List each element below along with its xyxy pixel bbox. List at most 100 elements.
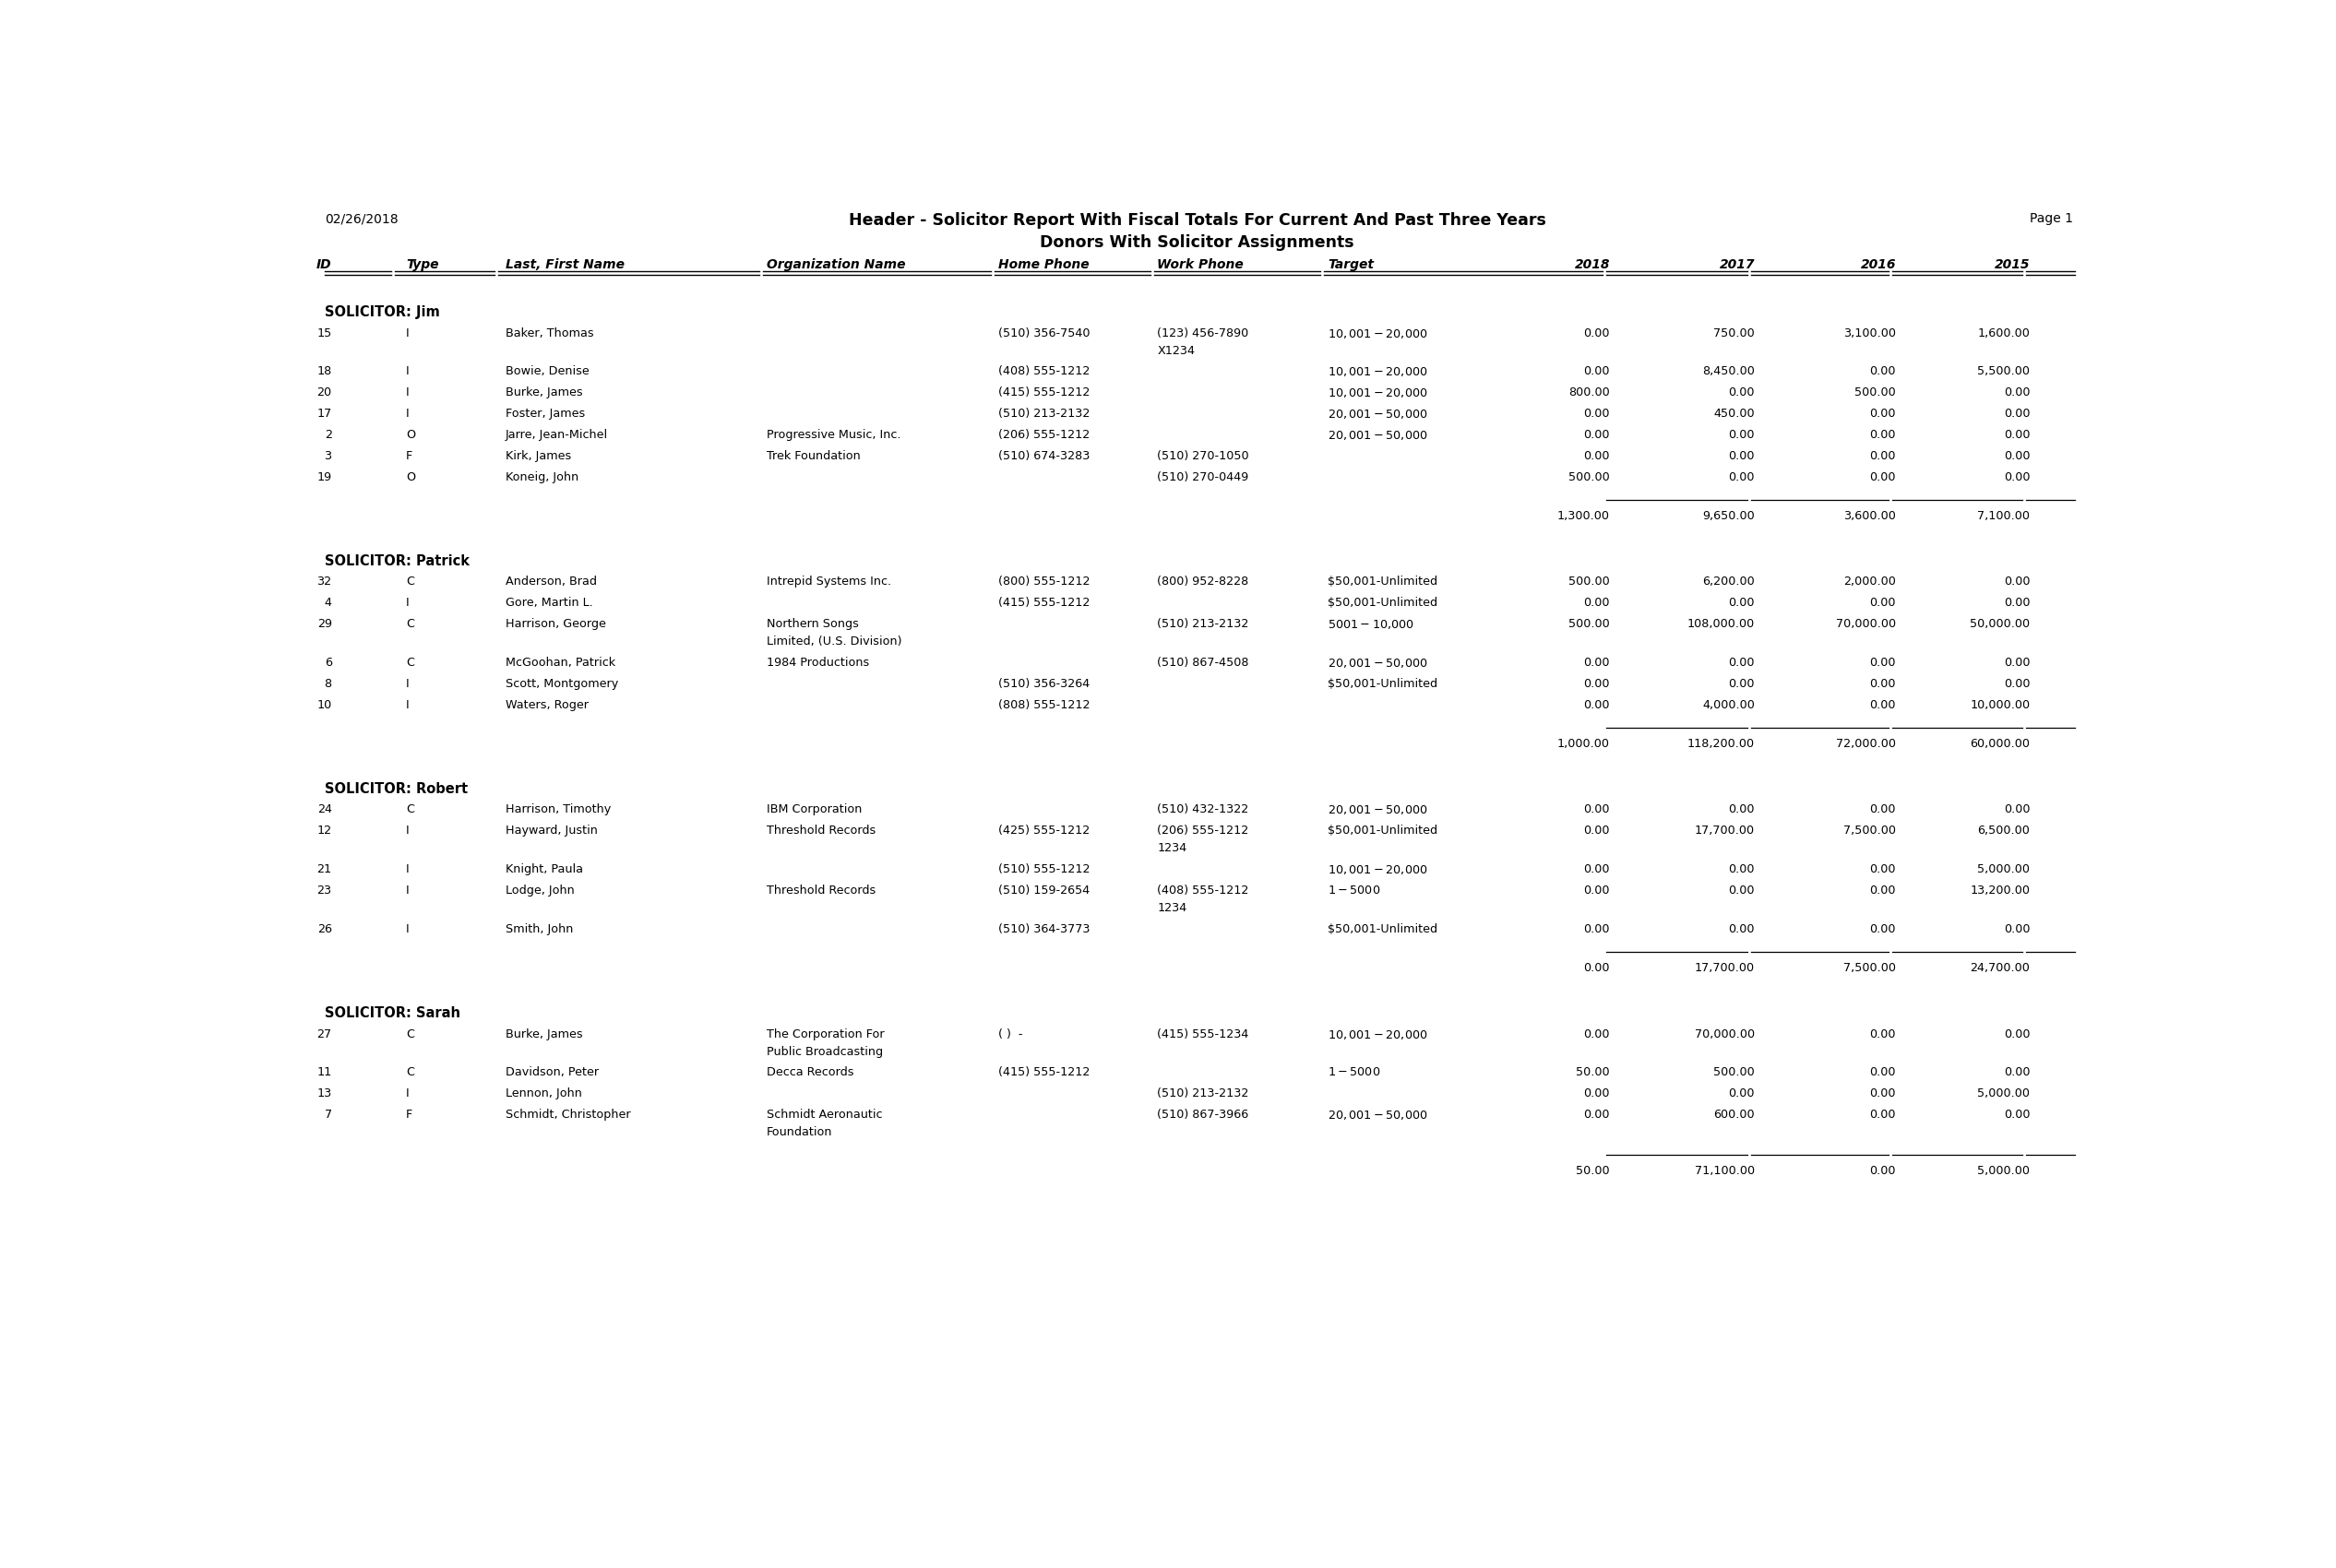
Text: Limited, (U.S. Division): Limited, (U.S. Division) <box>766 635 902 648</box>
Text: 7: 7 <box>325 1109 332 1121</box>
Text: (510) 213-2132: (510) 213-2132 <box>1156 618 1250 630</box>
Text: 0.00: 0.00 <box>1729 597 1754 608</box>
Text: 1,300.00: 1,300.00 <box>1558 510 1610 522</box>
Text: I: I <box>406 597 409 608</box>
Text: Lodge, John: Lodge, John <box>505 884 575 897</box>
Text: 0.00: 0.00 <box>1584 597 1610 608</box>
Text: $20,001-$50,000: $20,001-$50,000 <box>1327 804 1427 817</box>
Text: Anderson, Brad: Anderson, Brad <box>505 575 598 588</box>
Text: O: O <box>406 472 416 483</box>
Text: 4: 4 <box>325 597 332 608</box>
Text: (123) 456-7890: (123) 456-7890 <box>1156 328 1250 339</box>
Text: 5,000.00: 5,000.00 <box>1976 864 2030 875</box>
Text: 0.00: 0.00 <box>1729 884 1754 897</box>
Text: 0.00: 0.00 <box>2004 387 2030 398</box>
Text: 0.00: 0.00 <box>1584 699 1610 712</box>
Text: Harrison, Timothy: Harrison, Timothy <box>505 804 612 815</box>
Text: 6,500.00: 6,500.00 <box>1979 825 2030 837</box>
Text: Organization Name: Organization Name <box>766 259 904 271</box>
Text: (415) 555-1234: (415) 555-1234 <box>1156 1029 1250 1040</box>
Text: (510) 270-0449: (510) 270-0449 <box>1156 472 1250 483</box>
Text: (510) 356-3264: (510) 356-3264 <box>997 677 1089 690</box>
Text: $1-$5000: $1-$5000 <box>1327 1066 1381 1079</box>
Text: Lennon, John: Lennon, John <box>505 1088 582 1099</box>
Text: 15: 15 <box>318 328 332 339</box>
Text: 0.00: 0.00 <box>1584 884 1610 897</box>
Text: Trek Foundation: Trek Foundation <box>766 450 860 463</box>
Text: 0.00: 0.00 <box>1584 328 1610 339</box>
Text: 1984 Productions: 1984 Productions <box>766 657 869 670</box>
Text: $1-$5000: $1-$5000 <box>1327 884 1381 897</box>
Text: Threshold Records: Threshold Records <box>766 825 876 837</box>
Text: Jarre, Jean-Michel: Jarre, Jean-Michel <box>505 430 607 441</box>
Text: 0.00: 0.00 <box>1869 597 1897 608</box>
Text: 600.00: 600.00 <box>1715 1109 1754 1121</box>
Text: 1234: 1234 <box>1156 842 1187 855</box>
Text: (510) 555-1212: (510) 555-1212 <box>997 864 1091 875</box>
Text: 800.00: 800.00 <box>1570 387 1610 398</box>
Text: 13,200.00: 13,200.00 <box>1969 884 2030 897</box>
Text: (510) 213-2132: (510) 213-2132 <box>997 408 1089 420</box>
Text: 70,000.00: 70,000.00 <box>1694 1029 1754 1040</box>
Text: 750.00: 750.00 <box>1715 328 1754 339</box>
Text: 0.00: 0.00 <box>1584 657 1610 670</box>
Text: Gore, Martin L.: Gore, Martin L. <box>505 597 593 608</box>
Text: 500.00: 500.00 <box>1715 1066 1754 1079</box>
Text: 0.00: 0.00 <box>1869 365 1897 378</box>
Text: 17,700.00: 17,700.00 <box>1694 963 1754 974</box>
Text: 2015: 2015 <box>1995 259 2030 271</box>
Text: 6,200.00: 6,200.00 <box>1703 575 1754 588</box>
Text: I: I <box>406 328 409 339</box>
Text: (510) 674-3283: (510) 674-3283 <box>997 450 1089 463</box>
Text: 29: 29 <box>318 618 332 630</box>
Text: 0.00: 0.00 <box>1869 884 1897 897</box>
Text: 0.00: 0.00 <box>2004 1109 2030 1121</box>
Text: Hayward, Justin: Hayward, Justin <box>505 825 598 837</box>
Text: SOLICITOR: Sarah: SOLICITOR: Sarah <box>325 1007 460 1021</box>
Text: C: C <box>406 618 413 630</box>
Text: 0.00: 0.00 <box>1869 677 1897 690</box>
Text: 500.00: 500.00 <box>1570 472 1610 483</box>
Text: $20,001-$50,000: $20,001-$50,000 <box>1327 430 1427 442</box>
Text: 0.00: 0.00 <box>1869 472 1897 483</box>
Text: 1,600.00: 1,600.00 <box>1979 328 2030 339</box>
Text: 0.00: 0.00 <box>2004 657 2030 670</box>
Text: $50,001-Unlimited: $50,001-Unlimited <box>1327 575 1437 588</box>
Text: 24: 24 <box>318 804 332 815</box>
Text: 21: 21 <box>318 864 332 875</box>
Text: C: C <box>406 1029 413 1040</box>
Text: 0.00: 0.00 <box>1729 677 1754 690</box>
Text: 0.00: 0.00 <box>1584 408 1610 420</box>
Text: 6: 6 <box>325 657 332 670</box>
Text: 17,700.00: 17,700.00 <box>1694 825 1754 837</box>
Text: 0.00: 0.00 <box>2004 1029 2030 1040</box>
Text: 3: 3 <box>325 450 332 463</box>
Text: 0.00: 0.00 <box>1869 450 1897 463</box>
Text: 2018: 2018 <box>1574 259 1610 271</box>
Text: 0.00: 0.00 <box>1869 924 1897 936</box>
Text: C: C <box>406 575 413 588</box>
Text: 11: 11 <box>318 1066 332 1079</box>
Text: 02/26/2018: 02/26/2018 <box>325 212 397 226</box>
Text: 0.00: 0.00 <box>1869 1088 1897 1099</box>
Text: (206) 555-1212: (206) 555-1212 <box>997 430 1089 441</box>
Text: (415) 555-1212: (415) 555-1212 <box>997 597 1089 608</box>
Text: 0.00: 0.00 <box>1729 450 1754 463</box>
Text: $50,001-Unlimited: $50,001-Unlimited <box>1327 924 1437 936</box>
Text: (510) 867-3966: (510) 867-3966 <box>1156 1109 1250 1121</box>
Text: 50.00: 50.00 <box>1577 1066 1610 1079</box>
Text: I: I <box>406 699 409 712</box>
Text: O: O <box>406 430 416 441</box>
Text: Intrepid Systems Inc.: Intrepid Systems Inc. <box>766 575 890 588</box>
Text: The Corporation For: The Corporation For <box>766 1029 883 1040</box>
Text: McGoohan, Patrick: McGoohan, Patrick <box>505 657 614 670</box>
Text: Donors With Solicitor Assignments: Donors With Solicitor Assignments <box>1040 234 1355 251</box>
Text: I: I <box>406 884 409 897</box>
Text: 71,100.00: 71,100.00 <box>1694 1165 1754 1178</box>
Text: 450.00: 450.00 <box>1715 408 1754 420</box>
Text: 1,000.00: 1,000.00 <box>1558 739 1610 750</box>
Text: ( )  -: ( ) - <box>997 1029 1023 1040</box>
Text: 0.00: 0.00 <box>2004 677 2030 690</box>
Text: $10,001-$20,000: $10,001-$20,000 <box>1327 365 1427 378</box>
Text: 0.00: 0.00 <box>1729 430 1754 441</box>
